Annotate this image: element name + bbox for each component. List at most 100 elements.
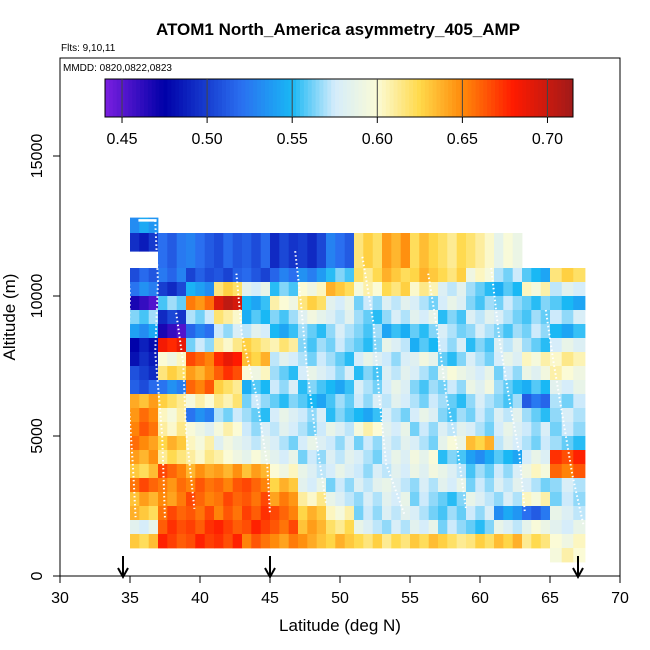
heatmap-cell [279, 366, 289, 381]
colorbar-swatch [354, 79, 359, 117]
heatmap-cell [512, 492, 523, 507]
colorbar-swatch [350, 79, 356, 117]
heatmap-cell [288, 422, 299, 437]
heatmap-cell [195, 464, 205, 479]
heatmap-cell [288, 464, 299, 479]
heatmap-cell [550, 282, 563, 297]
heatmap-cell [270, 408, 280, 423]
heatmap-cell [540, 464, 551, 479]
heatmap-cell [372, 324, 383, 339]
heatmap-cell [214, 324, 224, 339]
heatmap-cell [232, 436, 243, 451]
heatmap-cell [438, 478, 448, 493]
heatmap-cell [298, 520, 308, 535]
heatmap-cell [335, 520, 345, 535]
heatmap-cell [288, 520, 299, 535]
colorbar-swatch [319, 79, 324, 117]
heatmap-cell [260, 268, 271, 283]
heatmap-cell [316, 310, 327, 325]
heatmap-cell [204, 478, 215, 493]
x-tick-label: 60 [471, 590, 489, 607]
heatmap-cell [531, 282, 541, 297]
heatmap-cell [335, 408, 345, 423]
heatmap-cell [447, 324, 457, 339]
heatmap-cell [522, 408, 532, 423]
heatmap-cell [573, 310, 586, 325]
heatmap-cell [372, 310, 383, 325]
heatmap-cell [419, 366, 429, 381]
heatmap-cell [561, 534, 574, 549]
heatmap-cell [148, 492, 159, 507]
heatmap-cell [354, 338, 364, 353]
heatmap-cell [270, 296, 280, 311]
heatmap-cell [158, 408, 168, 423]
heatmap-cell [512, 268, 523, 283]
heatmap-cell [186, 324, 196, 339]
heatmap-cell [372, 268, 383, 283]
heatmap-cell [428, 408, 439, 423]
heatmap-cell [186, 422, 196, 437]
heatmap-cell [307, 506, 317, 521]
heatmap-cell [550, 268, 563, 283]
heatmap-cell [561, 366, 574, 381]
heatmap-cell [391, 282, 401, 297]
heatmap-cell [223, 282, 233, 297]
heatmap-cell [400, 464, 411, 479]
heatmap-cell [270, 324, 280, 339]
heatmap-cell [260, 366, 271, 381]
heatmap-cell [512, 324, 523, 339]
heatmap-cell [503, 366, 513, 381]
heatmap-cell [503, 233, 513, 269]
heatmap-cell [372, 422, 383, 437]
heatmap-cell [316, 464, 327, 479]
heatmap-cell [456, 534, 467, 549]
heatmap-cell [270, 534, 280, 549]
heatmap-cell [242, 408, 252, 423]
heatmap-cell [484, 520, 495, 535]
heatmap-cell [573, 464, 586, 479]
heatmap-cell [540, 296, 551, 311]
colorbar-swatch [132, 79, 137, 117]
heatmap-cell [130, 436, 140, 451]
heatmap-cell [186, 366, 196, 381]
heatmap-cell [288, 282, 299, 297]
heatmap-cell [400, 380, 411, 395]
heatmap-cell [139, 422, 149, 437]
colorbar-swatch [225, 79, 231, 117]
heatmap-cell [148, 464, 159, 479]
colorbar-swatch [534, 79, 539, 117]
heatmap-cell [307, 296, 317, 311]
heatmap-cell [251, 436, 261, 451]
heatmap-cell [419, 478, 429, 493]
heatmap-cell [512, 422, 523, 437]
colorbar-swatch [370, 79, 375, 117]
heatmap-cell [186, 282, 196, 297]
colorbar-swatch [378, 79, 383, 117]
heatmap-cell [484, 310, 495, 325]
colorbar-swatch [120, 79, 125, 117]
heatmap-cell [139, 534, 149, 549]
heatmap-cell [503, 422, 513, 437]
heatmap-cell [573, 296, 586, 311]
heatmap-cell [447, 506, 457, 521]
heatmap-cell [176, 422, 187, 437]
colorbar-swatch [124, 79, 129, 117]
heatmap-cell [391, 534, 401, 549]
heatmap-cell [372, 450, 383, 465]
heatmap-cell [372, 233, 383, 269]
heatmap-cell [326, 310, 336, 325]
heatmap-cell [139, 394, 149, 409]
heatmap-cell [550, 450, 563, 465]
heatmap-cell [316, 492, 327, 507]
colorbar-swatch [374, 79, 379, 117]
heatmap-cell [512, 380, 523, 395]
heatmap-cell [419, 296, 429, 311]
heatmap-cell [447, 233, 457, 269]
heatmap-cell [447, 464, 457, 479]
heatmap-cell [251, 310, 261, 325]
colorbar-swatch [393, 79, 398, 117]
heatmap-cell [270, 492, 280, 507]
heatmap-cell [204, 310, 215, 325]
heatmap-cell [279, 310, 289, 325]
heatmap-cell [307, 352, 317, 367]
